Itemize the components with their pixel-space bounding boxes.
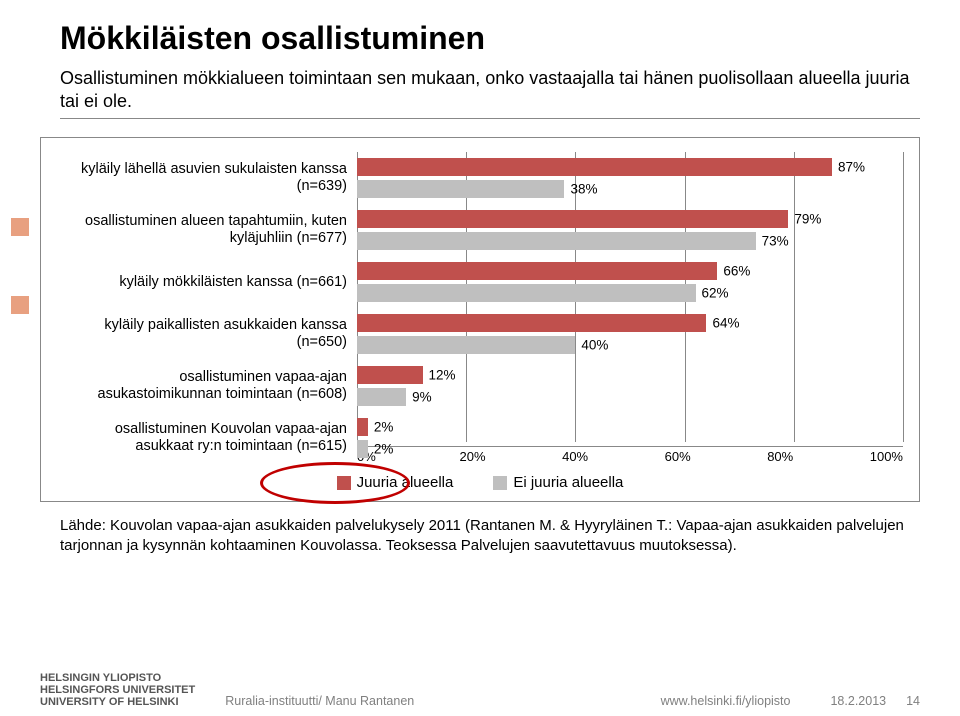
annotation-circle	[260, 462, 410, 504]
bullet-icon	[11, 218, 29, 236]
footer-date: 18.2.2013	[830, 694, 886, 708]
plot-region: 87%38%79%73%66%62%64%40%12%9%2%2%	[357, 152, 903, 442]
category-labels: kyläily lähellä asuvien sukulaisten kans…	[57, 152, 357, 464]
bar-value-label: 2%	[374, 420, 394, 435]
logo-line: HELSINGFORS UNIVERSITET	[40, 684, 195, 696]
bar-group: 66%62%	[357, 256, 903, 308]
source-text: Lähde: Kouvolan vapaa-ajan asukkaiden pa…	[60, 516, 920, 555]
page-title: Mökkiläisten osallistuminen	[60, 20, 920, 57]
bar-track: 2%	[357, 440, 903, 458]
bar-group: 87% 38%	[357, 152, 903, 204]
bar	[357, 210, 788, 228]
bar	[357, 262, 717, 280]
bar-track: 73%	[357, 232, 903, 250]
category-label: kyläily lähellä asuvien sukulaisten kans…	[57, 152, 357, 204]
bar-track: 87%	[357, 158, 903, 176]
bar-value-label: 73%	[762, 234, 789, 249]
bar	[357, 284, 696, 302]
bar-group: 64% 40%	[357, 308, 903, 360]
grid-line	[903, 152, 904, 442]
bar	[357, 418, 368, 436]
bar-value-label: 64%	[712, 316, 739, 331]
bar-group: 2%2%	[357, 412, 903, 464]
category-label: osallistuminen Kouvolan vapaa-ajan asukk…	[57, 412, 357, 464]
footer-logo: HELSINGIN YLIOPISTO HELSINGFORS UNIVERSI…	[40, 672, 195, 708]
bar	[357, 158, 832, 176]
bar-group: 12%9%	[357, 360, 903, 412]
bar-value-label: 2%	[374, 442, 394, 457]
category-label: kyläily paikallisten asukkaiden kanssa (…	[57, 308, 357, 360]
chart-area: kyläily lähellä asuvien sukulaisten kans…	[57, 152, 903, 464]
bar	[357, 336, 575, 354]
bar-value-label: 12%	[429, 368, 456, 383]
logo-line: HELSINGIN YLIOPISTO	[40, 672, 195, 684]
bar-value-label: 38%	[570, 182, 597, 197]
bars-column: 87%38%79%73%66%62%64%40%12%9%2%2% 0%20%4…	[357, 152, 903, 464]
bar-value-label: 40%	[581, 338, 608, 353]
divider	[60, 118, 920, 119]
bar	[357, 366, 423, 384]
bar-track: 2%	[357, 418, 903, 436]
bar-value-label: 62%	[702, 286, 729, 301]
footer-link: www.helsinki.fi/yliopisto	[661, 694, 791, 708]
bar-track: 9%	[357, 388, 903, 406]
category-label: kyläily mökkiläisten kanssa (n=661)	[57, 256, 357, 308]
bar-track: 62%	[357, 284, 903, 302]
logo-line: UNIVERSITY OF HELSINKI	[40, 696, 195, 708]
legend: Juuria alueella Ei juuria alueella	[57, 474, 903, 491]
category-label: osallistuminen vapaa-ajan asukastoimikun…	[57, 360, 357, 412]
bar-track: 40%	[357, 336, 903, 354]
bar	[357, 440, 368, 458]
side-bullets	[11, 218, 29, 314]
bullet-icon	[11, 296, 29, 314]
footer-page: 14	[906, 694, 920, 708]
bar-value-label: 66%	[723, 264, 750, 279]
category-label: osallistuminen alueen tapahtumiin, kuten…	[57, 204, 357, 256]
bar-track: 66%	[357, 262, 903, 280]
bar	[357, 180, 564, 198]
page-subtitle: Osallistuminen mökkialueen toimintaan se…	[60, 67, 920, 112]
legend-swatch-2	[493, 476, 507, 490]
bar-track: 79%	[357, 210, 903, 228]
chart-container: kyläily lähellä asuvien sukulaisten kans…	[40, 137, 920, 502]
footer: HELSINGIN YLIOPISTO HELSINGFORS UNIVERSI…	[40, 672, 920, 708]
bar	[357, 232, 756, 250]
legend-label-2: Ei juuria alueella	[513, 474, 623, 491]
bar-track: 64%	[357, 314, 903, 332]
bar-value-label: 87%	[838, 160, 865, 175]
footer-center: Ruralia-instituutti/ Manu Rantanen	[225, 694, 660, 708]
bar-value-label: 79%	[794, 212, 821, 227]
bar	[357, 388, 406, 406]
bar-track: 12%	[357, 366, 903, 384]
legend-item-2: Ei juuria alueella	[493, 474, 623, 491]
bar-track: 38%	[357, 180, 903, 198]
bar	[357, 314, 706, 332]
bar-value-label: 9%	[412, 390, 432, 405]
bar-group: 79% 73%	[357, 204, 903, 256]
